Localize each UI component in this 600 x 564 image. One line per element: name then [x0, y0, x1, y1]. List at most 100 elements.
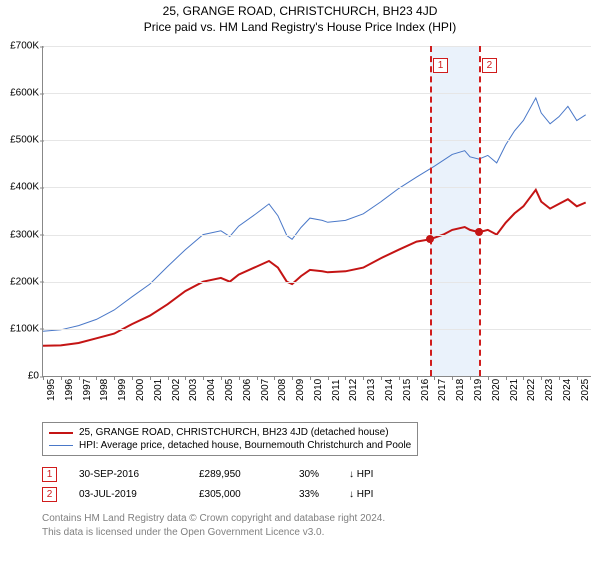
x-axis-tick: [328, 376, 329, 380]
chart-title: 25, GRANGE ROAD, CHRISTCHURCH, BH23 4JD: [0, 4, 600, 18]
sale-pct: 30%: [299, 469, 349, 480]
attribution-line: This data is licensed under the Open Gov…: [42, 526, 385, 540]
x-axis-tick: [452, 376, 453, 380]
sale-pct: 33%: [299, 489, 349, 500]
sale-price-point: [475, 228, 483, 236]
x-axis-tick: [523, 376, 524, 380]
gridline: [43, 93, 591, 94]
chart-plot-area: £0£100K£200K£300K£400K£500K£600K£700K199…: [42, 46, 591, 377]
x-axis-tick: [221, 376, 222, 380]
sale-price-point: [426, 235, 434, 243]
x-axis-label: 2020: [491, 379, 502, 401]
attribution-text: Contains HM Land Registry data © Crown c…: [42, 512, 385, 539]
x-axis-label: 2008: [277, 379, 288, 401]
y-axis-tick: £200K: [1, 276, 39, 287]
x-axis-tick: [559, 376, 560, 380]
x-axis-tick: [150, 376, 151, 380]
sale-row: 130-SEP-2016£289,95030%↓ HPI: [42, 464, 373, 484]
sale-row: 203-JUL-2019£305,00033%↓ HPI: [42, 484, 373, 504]
x-axis-label: 2015: [402, 379, 413, 401]
y-axis-tick: £300K: [1, 229, 39, 240]
x-axis-label: 2017: [437, 379, 448, 401]
gridline: [43, 235, 591, 236]
sales-table: 130-SEP-2016£289,95030%↓ HPI 2 03-JUL-2019…: [42, 464, 373, 504]
sale-date: 03-JUL-2019: [79, 489, 199, 500]
x-axis-tick: [541, 376, 542, 380]
x-axis-label: 2011: [331, 379, 342, 401]
x-axis-label: 2016: [420, 379, 431, 401]
x-axis-label: 2009: [295, 379, 306, 401]
x-axis-tick: [257, 376, 258, 380]
sale-marker-badge: 2: [482, 58, 497, 73]
x-axis-tick: [239, 376, 240, 380]
legend-label: 25, GRANGE ROAD, CHRISTCHURCH, BH23 4JD …: [79, 427, 389, 438]
gridline: [43, 187, 591, 188]
x-axis-tick: [168, 376, 169, 380]
x-axis-tick: [61, 376, 62, 380]
x-axis-label: 1998: [99, 379, 110, 401]
x-axis-tick: [434, 376, 435, 380]
x-axis-label: 2006: [242, 379, 253, 401]
sale-date: 30-SEP-2016: [79, 469, 199, 480]
legend-swatch: [49, 445, 73, 446]
x-axis-tick: [381, 376, 382, 380]
x-axis-label: 2004: [206, 379, 217, 401]
x-axis-tick: [79, 376, 80, 380]
gridline: [43, 282, 591, 283]
x-axis-tick: [96, 376, 97, 380]
legend-swatch: [49, 432, 73, 434]
x-axis-tick: [417, 376, 418, 380]
y-axis-tick: £100K: [1, 323, 39, 334]
x-axis-tick: [43, 376, 44, 380]
x-axis-label: 1997: [82, 379, 93, 401]
chart-legend: 25, GRANGE ROAD, CHRISTCHURCH, BH23 4JD …: [42, 422, 418, 456]
x-axis-tick: [345, 376, 346, 380]
gridline: [43, 329, 591, 330]
x-axis-label: 2007: [260, 379, 271, 401]
x-axis-label: 2018: [455, 379, 466, 401]
x-axis-label: 2003: [188, 379, 199, 401]
chart-subtitle: Price paid vs. HM Land Registry's House …: [0, 20, 600, 34]
x-axis-label: 1999: [117, 379, 128, 401]
x-axis-label: 2014: [384, 379, 395, 401]
legend-label: HPI: Average price, detached house, Bour…: [79, 440, 411, 451]
x-axis-label: 2012: [348, 379, 359, 401]
x-axis-label: 2019: [473, 379, 484, 401]
x-axis-label: 2010: [313, 379, 324, 401]
y-axis-tick: £400K: [1, 182, 39, 193]
series-line: [43, 190, 586, 346]
x-axis-tick: [577, 376, 578, 380]
sale-index-badge: 2: [42, 487, 57, 502]
x-axis-tick: [132, 376, 133, 380]
y-axis-tick: £500K: [1, 135, 39, 146]
x-axis-tick: [488, 376, 489, 380]
x-axis-label: 2022: [526, 379, 537, 401]
gridline: [43, 46, 591, 47]
x-axis-label: 2001: [153, 379, 164, 401]
x-axis-tick: [203, 376, 204, 380]
x-axis-label: 2024: [562, 379, 573, 401]
x-axis-label: 2013: [366, 379, 377, 401]
x-axis-label: 2021: [509, 379, 520, 401]
x-axis-tick: [310, 376, 311, 380]
chart-svg: [43, 46, 591, 376]
sale-arrow-icon: ↓ HPI: [349, 489, 373, 500]
x-axis-tick: [363, 376, 364, 380]
x-axis-label: 2005: [224, 379, 235, 401]
x-axis-label: 2025: [580, 379, 591, 401]
x-axis-label: 1995: [46, 379, 57, 401]
sale-marker-line: [479, 46, 481, 376]
x-axis-label: 2023: [544, 379, 555, 401]
sale-marker-line: [430, 46, 432, 376]
y-axis-tick: £0: [1, 371, 39, 382]
x-axis-label: 2002: [171, 379, 182, 401]
x-axis-tick: [114, 376, 115, 380]
attribution-line: Contains HM Land Registry data © Crown c…: [42, 512, 385, 526]
x-axis-tick: [470, 376, 471, 380]
series-line: [43, 98, 586, 331]
sale-price: £289,950: [199, 469, 299, 480]
sale-arrow-icon: ↓ HPI: [349, 469, 373, 480]
legend-item: 25, GRANGE ROAD, CHRISTCHURCH, BH23 4JD …: [49, 426, 411, 439]
chart-titles: 25, GRANGE ROAD, CHRISTCHURCH, BH23 4JD …: [0, 4, 600, 34]
y-axis-tick: £600K: [1, 88, 39, 99]
